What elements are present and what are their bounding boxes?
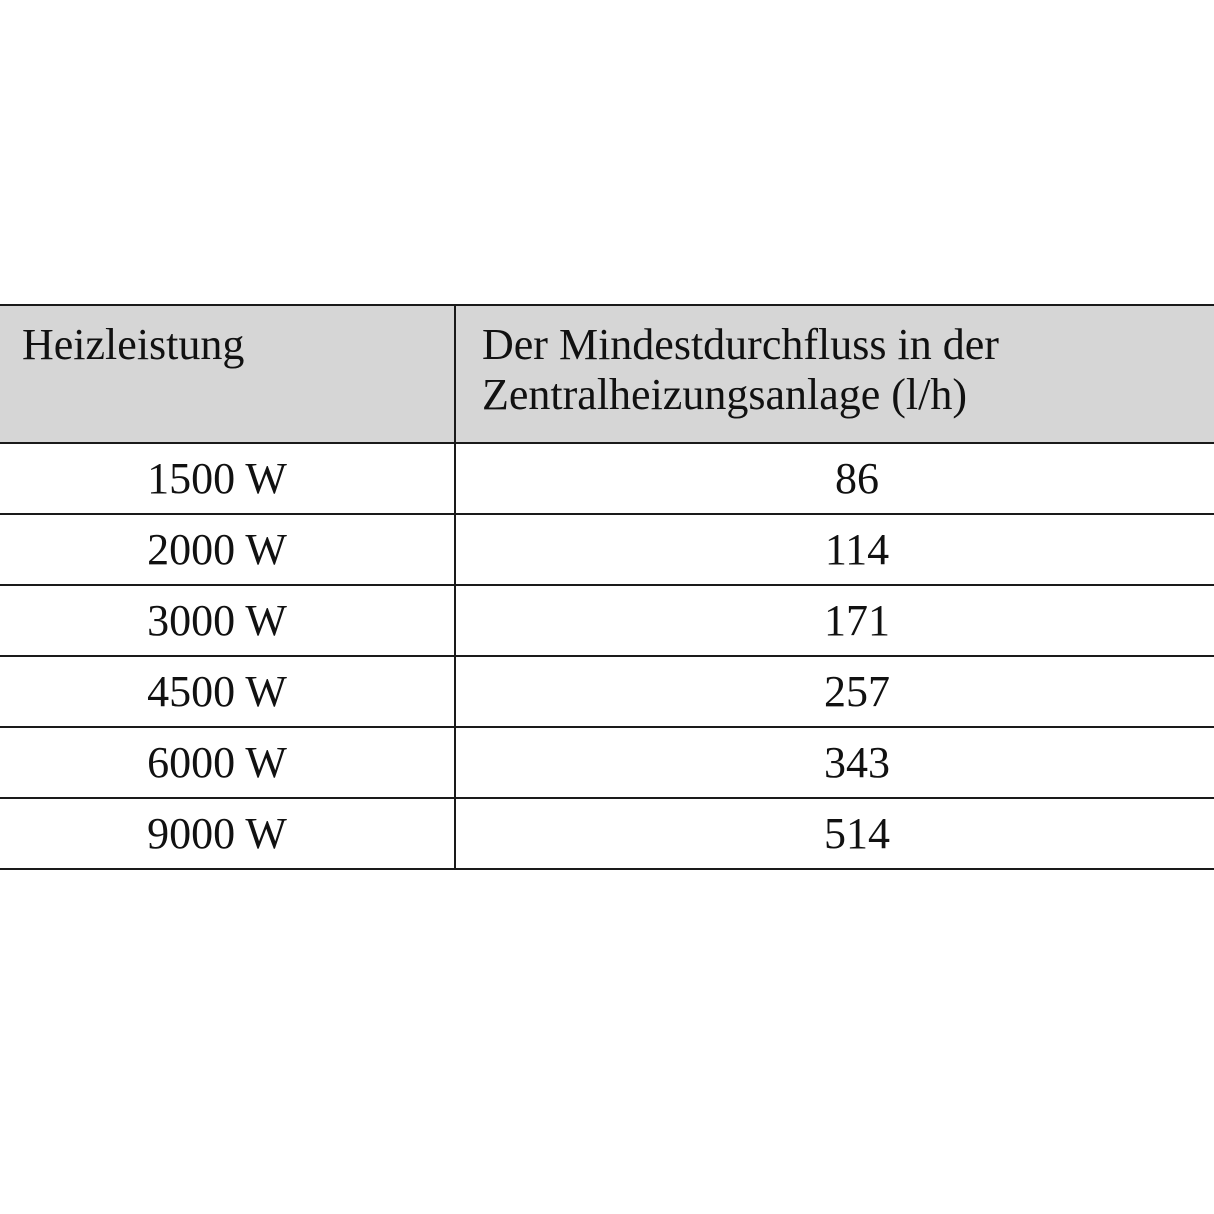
heizleistung-cell: 2000 W <box>0 513 456 586</box>
durchfluss-cell: 514 <box>454 797 1214 870</box>
table-row: 9000 W 514 <box>0 797 1214 870</box>
durchfluss-cell: 257 <box>454 655 1214 728</box>
durchfluss-cell: 114 <box>454 513 1214 586</box>
table-row: 4500 W 257 <box>0 655 1214 728</box>
durchfluss-cell: 171 <box>454 584 1214 657</box>
heizleistung-cell: 4500 W <box>0 655 456 728</box>
table-row: 6000 W 343 <box>0 726 1214 799</box>
header-mindestdurchfluss: Der Mindestdurchfluss in der Zentralheiz… <box>454 304 1214 444</box>
heizleistung-cell: 6000 W <box>0 726 456 799</box>
flow-table: Heizleistung Der Mindestdurchfluss in de… <box>0 304 1214 870</box>
heizleistung-cell: 9000 W <box>0 797 456 870</box>
header-heizleistung: Heizleistung <box>0 304 456 444</box>
table-row: 3000 W 171 <box>0 584 1214 657</box>
table-row: 2000 W 114 <box>0 513 1214 586</box>
heizleistung-cell: 1500 W <box>0 442 456 515</box>
durchfluss-cell: 86 <box>454 442 1214 515</box>
durchfluss-cell: 343 <box>454 726 1214 799</box>
table-row: 1500 W 86 <box>0 442 1214 515</box>
header-row: Heizleistung Der Mindestdurchfluss in de… <box>0 304 1214 444</box>
heizleistung-cell: 3000 W <box>0 584 456 657</box>
